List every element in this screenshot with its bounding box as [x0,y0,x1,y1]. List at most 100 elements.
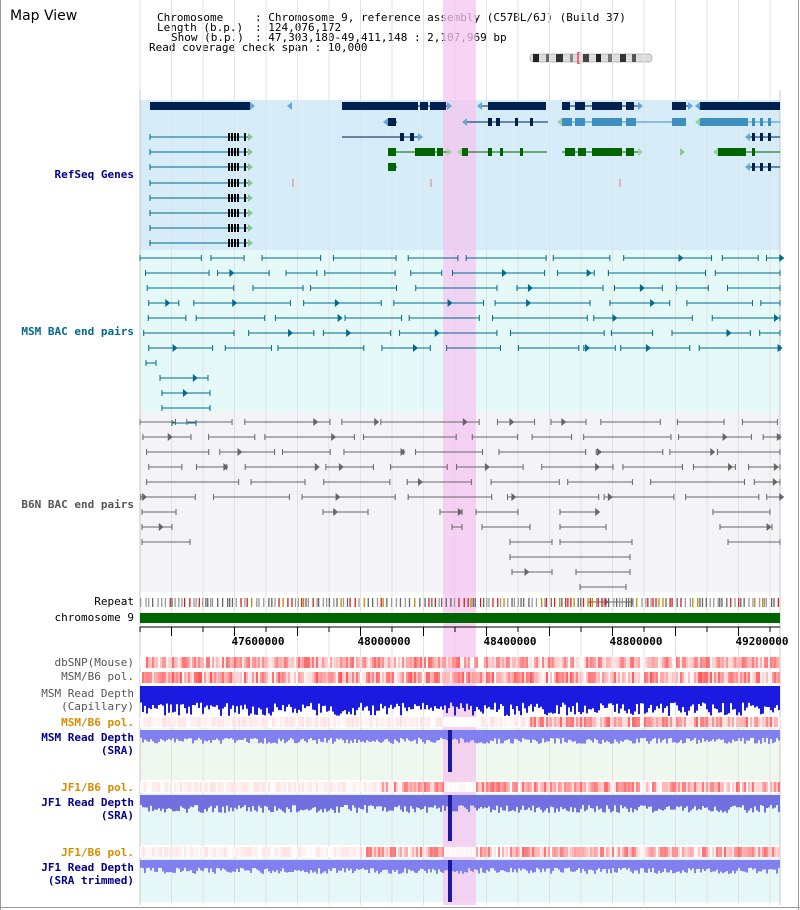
depth-bar [296,686,298,713]
heat-cell [652,717,654,727]
heat-cell [740,657,742,668]
heat-cell [144,782,146,792]
track-label-refseq[interactable]: RefSeq Genes [54,168,134,181]
heat-cell [714,847,716,857]
heat-cell [256,672,258,683]
depth-bar [210,860,212,869]
depth-bar [192,730,194,744]
heat-cell [650,782,652,792]
depth-bar [612,686,614,705]
heat-cell [436,847,438,857]
heat-cell [396,657,398,668]
depth-bar [372,860,374,869]
depth-bar [170,860,172,872]
heat-cell [180,717,182,727]
heat-cell [760,782,762,792]
chromosome-ideogram[interactable] [528,52,658,64]
heat-cell [642,657,644,668]
heat-cell [232,672,234,683]
gene-exon [672,102,686,110]
heat-cell [408,847,410,857]
heat-cell [550,657,552,668]
repeat-element [671,598,673,607]
depth-bar [326,686,328,712]
heat-cell [414,717,416,727]
heat-cell [344,847,346,857]
depth-bar [776,730,778,739]
heat-cell [762,657,764,668]
depth-bar [714,730,716,742]
repeat-element [336,598,338,607]
heat-cell [770,782,772,792]
depth-bar [490,795,492,813]
heat-cell [354,672,356,683]
heat-cell [276,717,278,727]
depth-bar [496,730,498,744]
depth-bar [708,860,710,869]
heat-cell [386,717,388,727]
repeat-element [450,598,452,607]
heat-cell [484,782,486,792]
heat-cell [754,717,756,727]
gene-arrow [680,148,685,156]
depth-bar [456,730,458,740]
depth-bar [654,686,656,711]
heat-cell [264,672,266,683]
track-label-repeat: Repeat [94,595,134,608]
heat-cell [706,672,708,683]
repeat-element [189,598,191,607]
refseq-gene-track[interactable] [149,102,780,247]
heat-cell [336,657,338,668]
heat-cell [766,717,768,727]
heat-cell [654,717,656,727]
depth-bar [656,686,658,707]
heat-cell [464,717,466,727]
heat-cell [300,782,302,792]
bac-end-arrow [331,433,337,441]
depth-bar [602,795,604,813]
track-label-b6n-bac[interactable]: B6N BAC end pairs [21,498,134,511]
depth-bar [758,860,760,872]
depth-bar [652,686,654,713]
depth-bar [598,860,600,869]
bac-end-arrow [639,284,645,292]
heat-cell [254,717,256,727]
depth-bar [306,686,308,707]
depth-bar [420,795,422,810]
depth-bar [296,860,298,871]
depth-bar [168,686,170,713]
heat-cell [178,672,180,683]
gene-exon [388,163,396,171]
depth-bar [750,686,752,706]
heat-cell [576,657,578,668]
heat-cell [744,782,746,792]
heat-cell [140,847,142,857]
heat-cell [452,672,454,683]
heat-cell [348,672,350,683]
depth-bar [446,860,448,871]
heat-cell [334,847,336,857]
heat-cell [366,657,368,668]
depth-bar [142,730,144,743]
heat-cell [354,782,356,792]
track-label-msm-bac[interactable]: MSM BAC end pairs [21,325,134,338]
depth-bar [386,686,388,715]
heat-cell [272,847,274,857]
heat-cell [382,782,384,792]
heat-cell [206,672,208,683]
heat-cell [426,717,428,727]
b6n-bac-track[interactable] [139,418,785,606]
heat-cell [510,672,512,683]
gene-exon [760,163,763,171]
depth-bar [536,686,538,704]
depth-bar [534,860,536,873]
heat-cell [164,657,166,668]
depth-bar [478,795,480,809]
heat-cell [378,847,380,857]
repeat-element [145,598,147,607]
depth-bar [474,860,476,869]
heat-cell [496,782,498,792]
msm-bac-track[interactable] [139,254,785,426]
depth-bar [338,730,340,740]
repeat-element [669,598,671,607]
